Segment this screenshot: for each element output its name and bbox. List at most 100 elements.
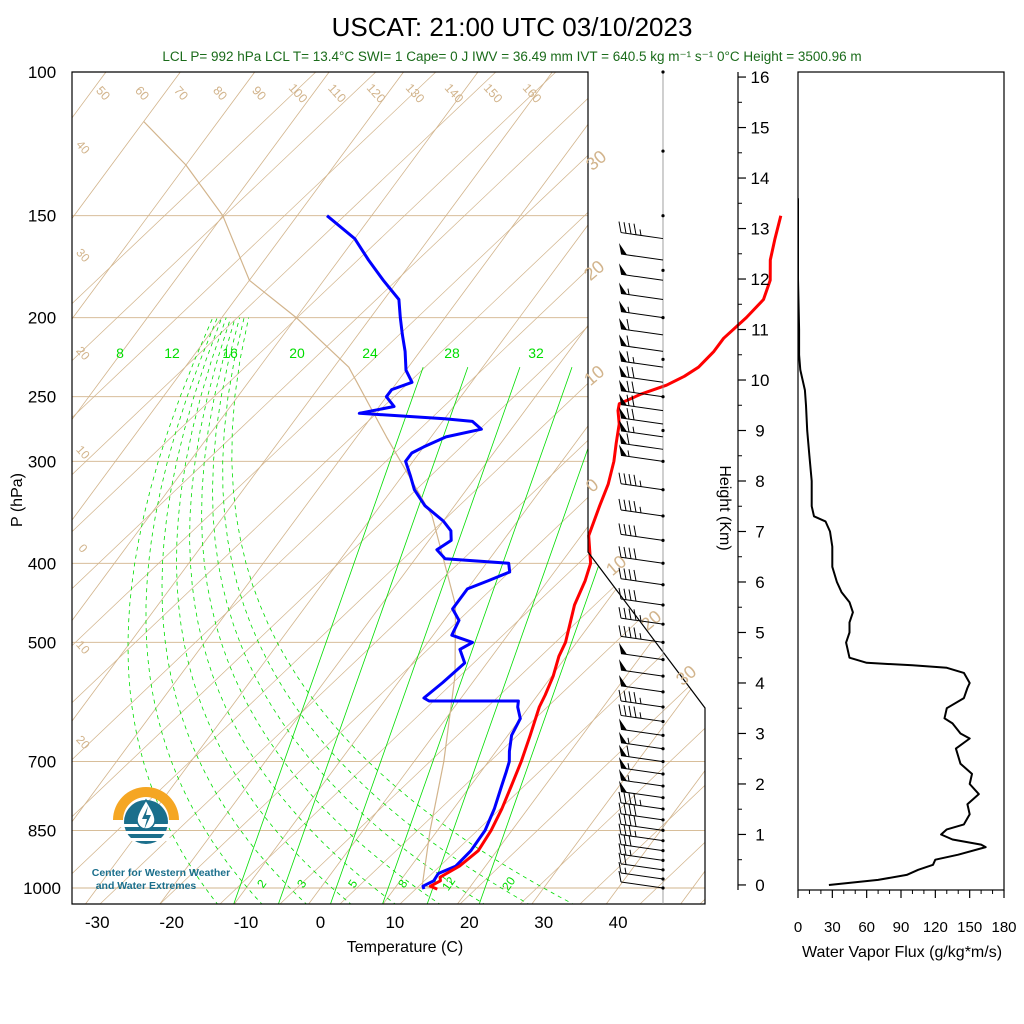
wind-barb-staff	[620, 454, 664, 462]
level-dot	[661, 828, 665, 833]
temperature-line	[428, 215, 783, 891]
wind-barb-full	[626, 380, 630, 392]
height-axis-label: Height (Km)	[716, 465, 733, 550]
wind-barb-half	[627, 763, 630, 770]
wind-barb-full	[623, 222, 627, 234]
isotherm-line	[158, 72, 705, 904]
wind-barb-full	[618, 546, 622, 558]
wind-barb-full	[623, 705, 627, 717]
dry-adiabat-line	[399, 72, 705, 904]
wind-barb-full	[628, 474, 632, 486]
temperature-tick-label: -20	[159, 913, 184, 932]
level-dot	[661, 583, 665, 587]
wind-barb-staff	[620, 863, 664, 871]
wind-barb-staff	[620, 483, 664, 491]
isotherm-label: 40	[73, 138, 93, 158]
dry-adiabat-label: 90	[249, 83, 269, 103]
pressure-tick-label: 200	[28, 309, 56, 328]
dry-adiabat-label: 140	[442, 81, 466, 106]
wind-barb-full	[618, 791, 622, 804]
wind-barb-full	[633, 706, 637, 718]
flux-tick-label: 120	[923, 919, 948, 936]
wind-barb-full	[633, 569, 637, 581]
isotherm-label: 10	[73, 443, 93, 463]
level-dot	[661, 459, 665, 463]
dry-adiabat-line	[72, 72, 641, 904]
mixing-ratio-top-label: 32	[528, 345, 544, 361]
height-tick-label: 10	[751, 371, 770, 390]
pressure-tick-label: 100	[28, 63, 56, 82]
isotherm-label: 0	[582, 475, 603, 497]
isotherm-label: 20	[73, 733, 93, 753]
height-tick-label: 14	[751, 169, 770, 188]
wind-barb-staff	[620, 404, 664, 412]
level-dot	[661, 70, 665, 74]
level-dot	[661, 772, 665, 776]
wind-barb-full	[633, 692, 637, 704]
wind-barb-full	[618, 607, 622, 619]
mixing-ratio-line	[426, 367, 618, 904]
wind-barb-full	[628, 835, 632, 847]
temperature-tick-label: 20	[460, 913, 479, 932]
logo-text-line-1: Center for Western Weather	[92, 867, 230, 879]
wind-barb-full	[633, 590, 637, 602]
wind-barb-full	[628, 825, 632, 837]
dry-adiabat-line	[99, 72, 705, 904]
mixing-ratio-top-label: 8	[116, 345, 124, 361]
dry-adiabat-line	[760, 49, 1024, 904]
pressure-tick-label: 1000	[23, 879, 61, 898]
dry-adiabat-line	[72, 72, 401, 904]
height-tick-label: 13	[751, 220, 770, 239]
level-dot	[661, 640, 665, 644]
wind-barb-staff	[620, 714, 664, 722]
wind-barb-staff	[620, 742, 664, 750]
wind-barb-full	[623, 524, 627, 536]
wind-barb-pennant	[619, 718, 627, 731]
level-dot	[661, 705, 665, 709]
wind-barb-staff	[620, 360, 664, 368]
wind-barb-half	[627, 288, 630, 295]
height-tick-label: 9	[755, 422, 764, 441]
dry-adiabat-line	[339, 72, 705, 904]
wind-barb-full	[626, 351, 630, 363]
wind-barb-full	[623, 690, 627, 702]
wind-barb-full	[623, 625, 627, 638]
wind-barb-full	[633, 474, 637, 486]
wind-barb-full	[626, 366, 630, 378]
pressure-tick-label: 400	[28, 554, 56, 573]
dry-adiabat-label: 160	[520, 81, 544, 106]
height-tick-label: 12	[751, 270, 770, 289]
wind-barb-pennant	[619, 365, 627, 378]
isotherm-line	[232, 72, 705, 904]
isotherm-line	[72, 72, 404, 904]
wind-barb-staff	[620, 556, 664, 564]
wind-barb-full	[626, 335, 630, 347]
wind-barb-staff	[620, 430, 664, 438]
level-dot	[661, 514, 665, 518]
water-vapor-flux-line	[798, 198, 987, 886]
wind-barb-full	[618, 523, 622, 535]
level-dot	[661, 538, 665, 543]
wind-barb-pennant	[619, 757, 627, 769]
wind-barb-half	[639, 712, 642, 719]
plot-frame: 50 60 70 80 90 100 110 120 130 140 150 160403020100…	[71, 71, 706, 905]
wind-barb-full	[626, 420, 630, 433]
wind-barb-full	[628, 608, 632, 620]
wind-barb-staff	[620, 533, 664, 541]
height-tick-label: 7	[755, 522, 764, 541]
height-tick-label: 2	[755, 775, 764, 794]
wind-barb-full	[618, 852, 622, 864]
wind-barb-pennant	[619, 379, 627, 392]
wind-barb-staff	[620, 598, 664, 606]
level-dot	[661, 149, 665, 153]
wind-barb-pennant	[619, 769, 627, 781]
wind-barb-full	[618, 813, 622, 825]
height-tick-label: 6	[755, 573, 764, 592]
wind-barb-full	[618, 625, 622, 637]
dry-adiabat-label: 110	[325, 81, 349, 105]
cw3e-logo: Center for Western Weather and Water Ext…	[92, 787, 230, 892]
wind-barb-half	[639, 614, 642, 622]
level-dot	[661, 658, 665, 662]
wind-barb-pennant	[619, 659, 627, 671]
height-tick-label: 5	[755, 623, 764, 642]
